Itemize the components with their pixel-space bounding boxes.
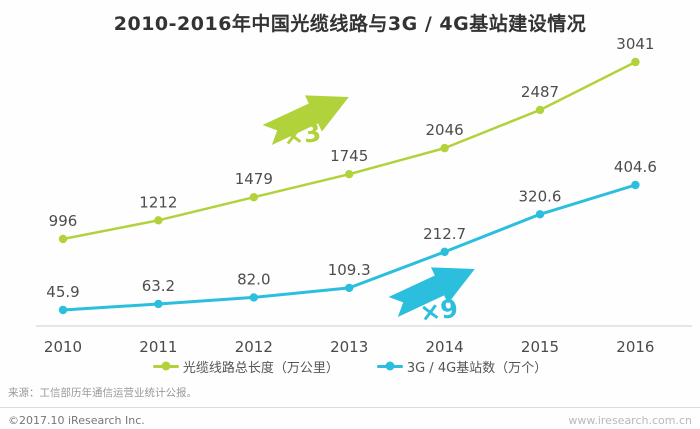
data-point — [249, 192, 258, 202]
growth-arrow-icon — [262, 95, 349, 145]
x-tick-label: 2016 — [616, 338, 654, 356]
x-tick-label: 2014 — [426, 338, 464, 356]
x-tick-label: 2011 — [139, 338, 177, 356]
value-label: 1212 — [139, 193, 177, 211]
x-tick-label: 2010 — [44, 338, 82, 356]
value-label: 63.2 — [142, 277, 175, 295]
x-tick-label: 2015 — [521, 338, 559, 356]
x-tick-label: 2012 — [235, 338, 273, 356]
copyright-text: ©2017.10 iResearch Inc. — [8, 414, 145, 427]
growth-multiplier-label: ×9 — [418, 294, 460, 328]
legend-item-basestation: 3G / 4G基站数（万个） — [376, 357, 548, 376]
value-label: 2487 — [521, 83, 559, 101]
legend-label-basestation: 3G / 4G基站数（万个） — [406, 360, 548, 376]
value-label: 996 — [49, 212, 78, 230]
chart-plot: 2010 2011 2012 2013 2014 2015 2016 996 1212 1479 1… — [36, 36, 692, 356]
value-label: 212.7 — [423, 225, 466, 243]
data-point — [154, 216, 163, 225]
basestation-series-marker-icon — [376, 361, 403, 371]
source-note: 来源：工信部历年通信运营业统计公报。 — [8, 387, 197, 399]
data-point — [535, 210, 545, 219]
data-point — [631, 57, 640, 67]
chart-title: 2010-2016年中国光缆线路与3G / 4G基站建设情况 — [113, 13, 587, 35]
value-label: 3041 — [616, 36, 654, 53]
cable-series-marker-icon — [152, 361, 179, 371]
data-point — [58, 305, 68, 315]
value-label: 1745 — [330, 147, 368, 165]
data-point — [249, 293, 258, 302]
legend-item-cable: 光缆线路总长度（万公里） — [152, 357, 339, 376]
data-point — [631, 180, 640, 190]
value-label: 2046 — [426, 121, 464, 139]
data-point — [440, 143, 449, 153]
data-point — [345, 283, 354, 293]
x-tick-label: 2013 — [330, 338, 368, 356]
value-label: 82.0 — [237, 270, 270, 288]
legend: 光缆线路总长度（万公里） 3G / 4G基站数（万个） — [0, 356, 700, 376]
legend-label-cable: 光缆线路总长度（万公里） — [182, 360, 339, 376]
data-point — [58, 234, 68, 244]
data-point — [154, 299, 163, 309]
data-point — [535, 105, 545, 115]
footer-divider — [0, 407, 700, 408]
data-point — [440, 247, 449, 257]
growth-arrow-icon — [388, 267, 475, 317]
website-text: www.iresearch.com.cn — [568, 414, 692, 427]
value-label: 1479 — [235, 170, 273, 188]
value-label: 45.9 — [46, 283, 79, 301]
value-label: 320.6 — [519, 187, 562, 205]
footer: ©2017.10 iResearch Inc. www.iresearch.co… — [0, 408, 700, 427]
value-label: 109.3 — [328, 261, 371, 279]
data-point — [345, 169, 354, 179]
value-label: 404.6 — [614, 158, 657, 176]
growth-multiplier-label: ×3 — [281, 118, 323, 152]
